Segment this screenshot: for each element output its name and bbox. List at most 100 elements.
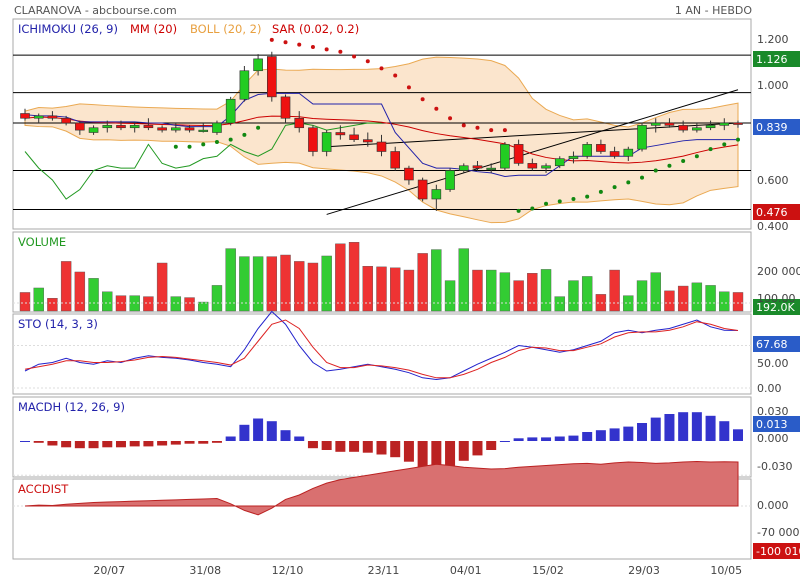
macd-tick-neg: -0.030 <box>757 460 792 473</box>
candle-body-52 <box>733 122 743 125</box>
candle-body-22 <box>321 132 332 152</box>
candle-body-3 <box>61 117 71 124</box>
volume-bar-3 <box>60 261 72 312</box>
macd-bar-12 <box>184 441 195 444</box>
sar-dot-39 <box>557 199 562 204</box>
price-panel <box>12 18 752 230</box>
candle-body-8 <box>129 125 140 129</box>
candle-body-19 <box>280 96 291 119</box>
sar-dot-44 <box>626 180 631 185</box>
macd-bar-35 <box>499 441 510 442</box>
candle-body-23 <box>335 132 346 136</box>
candle-body-37 <box>527 163 538 169</box>
sar-dot-36 <box>516 208 521 213</box>
x-label-5: 15/02 <box>532 564 564 577</box>
macd-bar-40 <box>568 435 579 441</box>
sar-dot-32 <box>461 123 466 128</box>
volume-bar-39 <box>554 296 565 312</box>
volume-bar-46 <box>650 272 661 312</box>
sar-dot-18 <box>269 37 274 42</box>
sto-tick-100: 100.00 <box>757 292 796 305</box>
price-tag-low: 0.476 <box>756 206 788 219</box>
x-label-6: 29/03 <box>628 564 660 577</box>
macd-bar-48 <box>678 412 689 441</box>
macd-bar-43 <box>609 428 620 441</box>
macd-tag: 0.013 <box>756 418 788 431</box>
sar-dot-41 <box>585 194 590 199</box>
volume-tick: 200 000K <box>757 265 800 278</box>
candle-body-12 <box>184 127 195 131</box>
sar-dot-25 <box>365 59 370 64</box>
volume-bar-38 <box>540 269 552 312</box>
sar-dot-17 <box>256 125 261 130</box>
volume-tag-bg <box>753 299 800 315</box>
sar-dot-12 <box>187 144 192 149</box>
price-tag-high-bg <box>753 51 800 67</box>
macd-bar-52 <box>733 429 743 441</box>
candle-body-6 <box>102 125 113 129</box>
macd-bar-21 <box>307 441 318 449</box>
sar-dot-28 <box>406 85 411 90</box>
x-label-2: 12/10 <box>272 564 304 577</box>
macd-bar-22 <box>321 441 332 450</box>
sar-dot-30 <box>434 106 439 111</box>
volume-bar-40 <box>568 280 579 312</box>
volume-bar-20 <box>294 261 305 312</box>
volume-layer <box>19 241 744 312</box>
sar-dot-26 <box>379 66 384 71</box>
sar-dot-38 <box>544 201 549 206</box>
trendline-0 <box>326 89 739 215</box>
candle-body-48 <box>678 125 688 131</box>
candle-body-24 <box>349 134 359 140</box>
volume-bar-24 <box>348 241 360 312</box>
macd-bar-33 <box>472 441 483 456</box>
volume-bar-49 <box>691 282 703 312</box>
volume-bar-44 <box>623 295 634 312</box>
volume-bar-11 <box>170 296 182 312</box>
candle-body-42 <box>596 144 606 152</box>
macd-tick-zero: 0.000 <box>757 432 789 445</box>
price-tag-last: 0.839 <box>756 121 788 134</box>
candle-body-46 <box>650 122 661 126</box>
macd-title: MACDH (12, 26, 9) <box>18 400 125 414</box>
sar-dot-35 <box>502 128 507 133</box>
sar-dot-49 <box>694 154 699 159</box>
sar-dot-43 <box>612 185 617 190</box>
macd-bar-6 <box>102 441 113 448</box>
price-tag-last-bg <box>753 119 800 135</box>
candle-body-47 <box>664 122 675 126</box>
sar-dot-15 <box>228 137 233 142</box>
volume-bar-19 <box>280 254 291 312</box>
candle-body-13 <box>198 129 209 132</box>
candle-body-18 <box>267 56 277 98</box>
sto-tick-50: 50.00 <box>757 357 789 370</box>
sar-dot-22 <box>324 47 329 52</box>
candle-body-50 <box>705 125 716 129</box>
legend-ichimoku: ICHIMOKU (26, 9) <box>18 22 118 36</box>
candle-body-28 <box>404 167 414 181</box>
macd-bar-31 <box>445 441 456 467</box>
volume-bar-17 <box>252 256 264 312</box>
volume-bar-33 <box>472 269 483 312</box>
sar-dot-48 <box>681 159 686 163</box>
macd-tick-pos: 0.030 <box>757 405 789 418</box>
candle-body-7 <box>116 125 126 129</box>
macd-layer <box>20 412 743 470</box>
volume-bar-43 <box>609 269 620 312</box>
candle-body-41 <box>582 144 592 157</box>
accdist-area <box>24 461 739 516</box>
sar-dot-45 <box>640 175 645 180</box>
macd-bar-20 <box>294 436 305 441</box>
chart-header-right: 1 AN - HEBDO <box>675 4 752 17</box>
macd-bar-26 <box>376 441 387 455</box>
volume-bar-51 <box>719 291 730 312</box>
candle-body-11 <box>171 127 181 131</box>
macd-tag-bg <box>753 416 800 432</box>
macd-bar-37 <box>527 437 538 441</box>
volume-bar-28 <box>403 269 415 312</box>
candle-body-5 <box>88 127 99 133</box>
macd-bar-11 <box>170 441 181 445</box>
macd-bar-15 <box>225 436 236 441</box>
candle-body-14 <box>212 122 222 133</box>
macd-bar-30 <box>431 441 442 470</box>
